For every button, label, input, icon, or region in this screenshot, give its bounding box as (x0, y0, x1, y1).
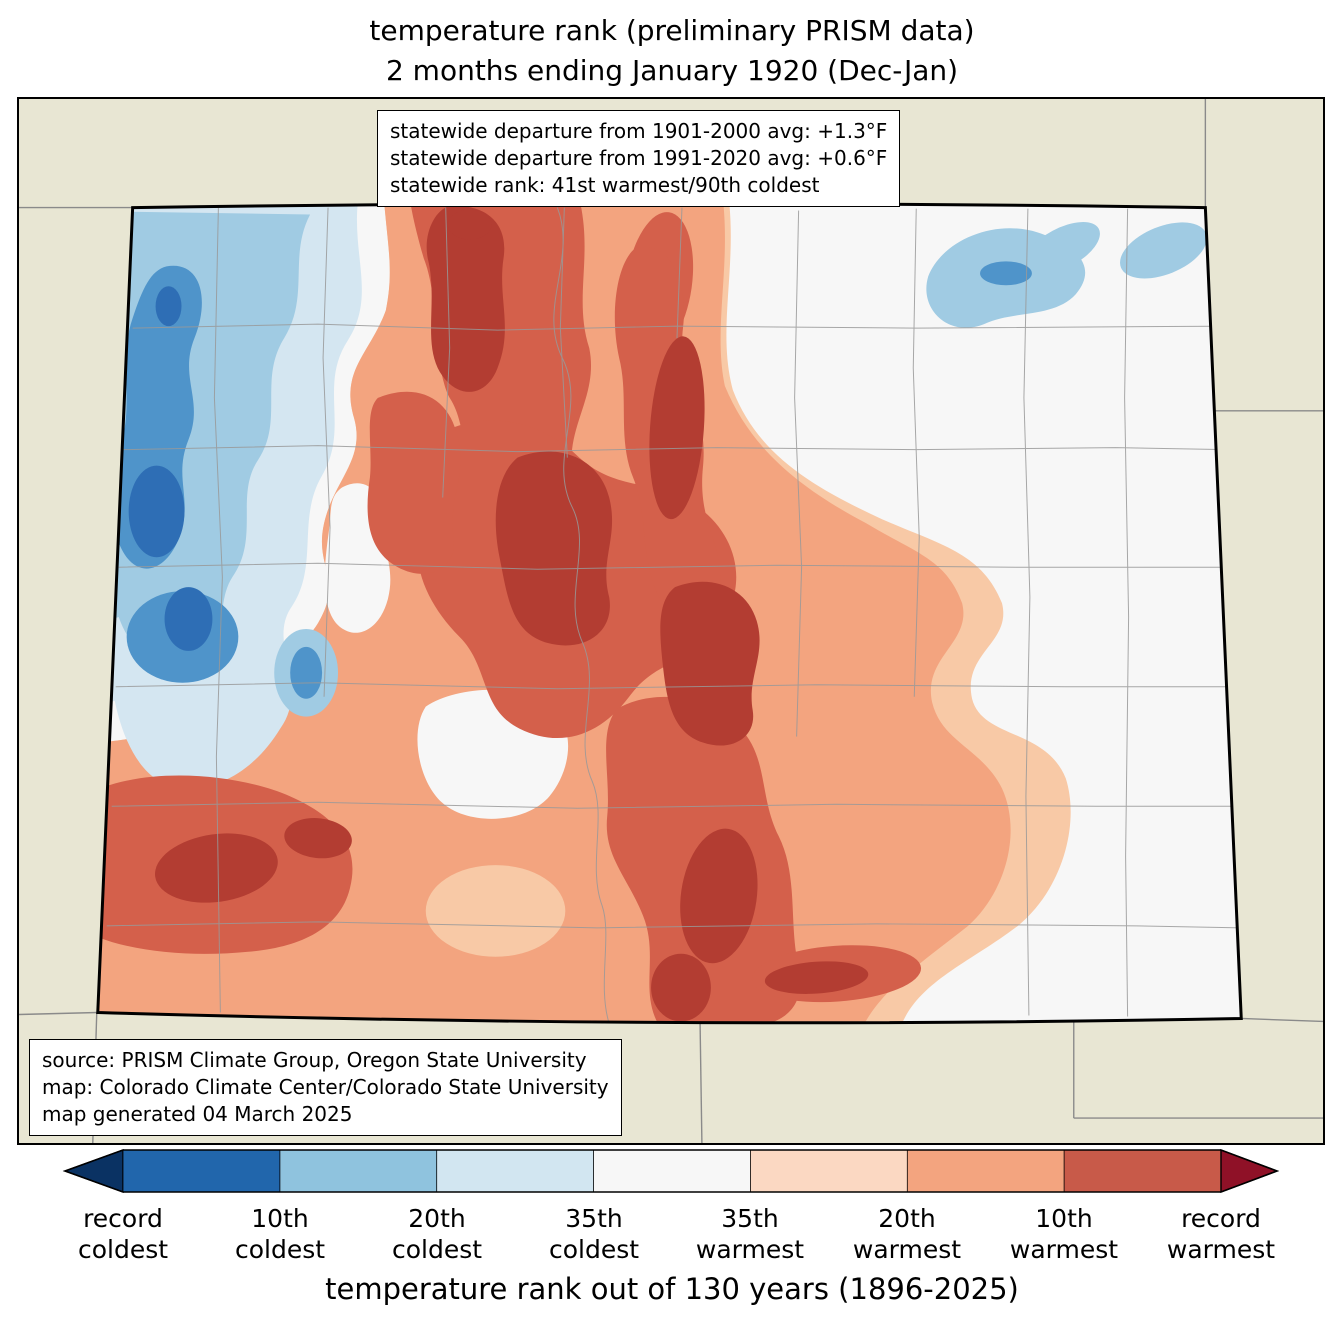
statewide-stats-box: statewide departure from 1901-2000 avg: … (377, 110, 901, 207)
stats-line-3: statewide rank: 41st warmest/90th coldes… (390, 173, 820, 197)
colorbar-label-10th-coldest: 10th coldest (234, 1204, 326, 1264)
colorbar-label-35th-warmest: 35th warmest (695, 1204, 805, 1264)
northeast-cold-pockets (926, 222, 1207, 328)
source-line-1: source: PRISM Climate Group, Oregon Stat… (42, 1048, 587, 1072)
colorbar-label-10th-warmest: 10th warmest (1009, 1204, 1119, 1264)
colorbar-label-35th-coldest: 35th coldest (548, 1204, 640, 1264)
colorbar-block: record coldest 10th coldest 20th coldest 35… (0, 1148, 1344, 1332)
warm-dark-red-cores (155, 205, 869, 1022)
source-line-2: map: Colorado Climate Center/Colorado St… (42, 1075, 609, 1099)
county-lines (106, 207, 1242, 1023)
source-attribution-box: source: PRISM Climate Group, Oregon Stat… (29, 1039, 622, 1136)
colorbar-label-20th-warmest: 20th warmest (852, 1204, 962, 1264)
colorbar-caption: temperature rank out of 130 years (1896-… (325, 1272, 1019, 1306)
figure-title-line1: temperature rank (preliminary PRISM data… (369, 14, 975, 47)
stats-line-2: statewide departure from 1991-2020 avg: … (390, 146, 888, 170)
stats-line-1: statewide departure from 1901-2000 avg: … (390, 119, 888, 143)
map-area: statewide departure from 1901-2000 avg: … (17, 97, 1325, 1145)
colorado-temperature-map (19, 99, 1323, 1143)
colorbar-label-record-warmest: record warmest (1166, 1204, 1276, 1264)
colorbar-right-arrow (1220, 1148, 1279, 1194)
colorbar-left-arrow (62, 1149, 124, 1193)
colorbar (62, 1148, 1280, 1194)
colorbar-label-20th-coldest: 20th coldest (391, 1204, 483, 1264)
temperature-surface (97, 203, 1242, 1023)
source-line-3: map generated 04 March 2025 (42, 1102, 353, 1126)
figure-title-line2: 2 months ending January 1920 (Dec-Jan) (385, 54, 959, 87)
colorbar-label-record-coldest: record coldest (77, 1204, 169, 1264)
